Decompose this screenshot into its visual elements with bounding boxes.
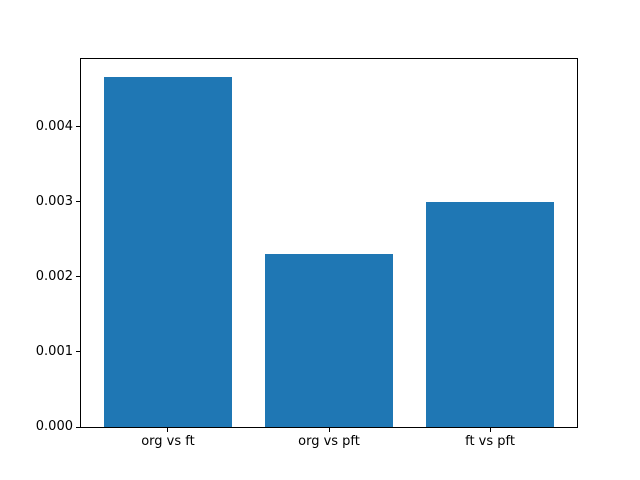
x-tick-mark [167, 428, 169, 432]
x-tick-label: ft vs pft [465, 434, 515, 449]
y-tick-mark [76, 426, 80, 428]
x-tick-label: org vs pft [298, 434, 360, 449]
y-tick-label: 0.003 [35, 193, 73, 209]
y-tick-label: 0.001 [35, 343, 73, 359]
x-tick-mark [328, 428, 330, 432]
bar-ft-vs-pft [425, 201, 555, 427]
x-tick-mark [489, 428, 491, 432]
plot-area: 0.000 0.001 0.002 0.003 0.004 org vs ft org v… [36, 58, 578, 449]
y-tick-label: 0.002 [35, 268, 73, 284]
x-tick-label: org vs ft [141, 434, 195, 449]
bar-org-vs-ft [103, 76, 233, 427]
y-tick-mark [76, 351, 80, 353]
bar-org-vs-pft [264, 253, 394, 427]
y-tick-label: 0.000 [35, 419, 73, 434]
y-tick-mark [76, 276, 80, 278]
y-tick-mark [76, 126, 80, 128]
y-tick-label: 0.004 [35, 118, 73, 134]
y-tick-mark [76, 201, 80, 203]
